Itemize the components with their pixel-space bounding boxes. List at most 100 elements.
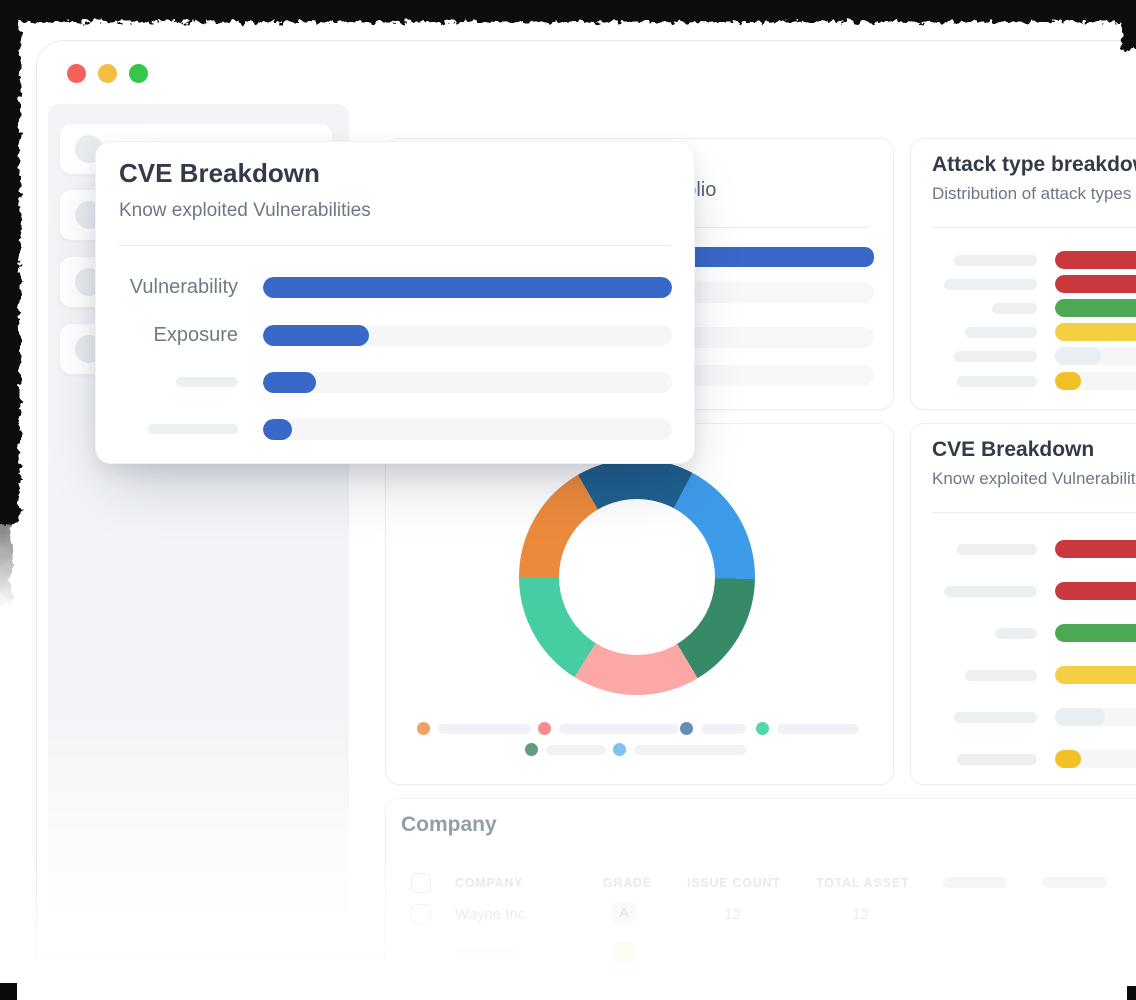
legend-label-placeholder [438, 724, 531, 734]
bar-row: Exposure [119, 325, 672, 346]
popover-subtitle: Know exploited Vulnerabilities [119, 200, 371, 221]
column-header-total-asset: TOTAL ASSET [816, 876, 910, 890]
bar-fill [1055, 275, 1136, 293]
bar-fill [1055, 666, 1136, 684]
legend-label-placeholder [777, 724, 859, 734]
bar-row [911, 323, 1136, 341]
legend-dot [756, 722, 769, 735]
bar-track [263, 419, 672, 440]
select-all-checkbox[interactable] [411, 873, 431, 893]
label-placeholder [944, 278, 1037, 290]
bar-fill [1055, 299, 1136, 317]
attack-type-breakdown-card: Attack type breakdown Distribution of at… [910, 138, 1136, 410]
divider [932, 227, 1136, 228]
label-placeholder [995, 627, 1037, 639]
bar-row [911, 540, 1136, 558]
label-placeholder [954, 350, 1037, 362]
bar-track [1055, 624, 1136, 642]
bar-row [119, 372, 672, 393]
bar-fill [1055, 372, 1081, 390]
cell-company: Wayne Inc. [455, 906, 530, 923]
legend-dot [680, 722, 693, 735]
bar-track [263, 372, 672, 393]
bar-row [911, 251, 1136, 269]
bar-fill [263, 325, 370, 346]
grade-badge: A [612, 902, 636, 924]
bar-track [1055, 299, 1136, 317]
label-placeholder [954, 711, 1037, 723]
bar-fill [1055, 347, 1101, 365]
bar-track [1055, 582, 1136, 600]
bar-fill [263, 419, 292, 440]
column-header-placeholder [1042, 877, 1107, 888]
divider [119, 245, 671, 246]
label-placeholder [992, 302, 1037, 314]
bar-fill [1055, 251, 1136, 269]
titlebar [37, 41, 1136, 104]
bar-track [1055, 372, 1136, 390]
bar-row [911, 624, 1136, 642]
bar-row [911, 372, 1136, 390]
label-placeholder [954, 254, 1037, 266]
bar-fill [1055, 323, 1136, 341]
donut-chart [519, 459, 755, 695]
card-subtitle: Know exploited Vulnerabilities [932, 469, 1136, 488]
bar-row [911, 666, 1136, 684]
section-title: Company [401, 813, 497, 836]
bar-row [911, 750, 1136, 768]
bar-track [1055, 251, 1136, 269]
label-placeholder [957, 375, 1037, 387]
bar-fill [263, 372, 317, 393]
bar-track [1055, 708, 1136, 726]
legend-dot [538, 722, 551, 735]
label-placeholder [965, 326, 1037, 338]
legend-label-placeholder [559, 724, 679, 734]
bar-row: Vulnerability [119, 277, 672, 298]
legend-dot [613, 743, 626, 756]
legend-label-placeholder [701, 724, 746, 734]
bar-track [1055, 666, 1136, 684]
legend-label-placeholder [634, 745, 746, 755]
card-title: Attack type breakdown [932, 153, 1136, 176]
card-subtitle: Distribution of attack types [932, 184, 1132, 203]
donut-chart-card [385, 423, 894, 785]
legend-dot [525, 743, 538, 756]
bar-fill [1055, 708, 1105, 726]
card-title: CVE Breakdown [932, 438, 1095, 461]
bar-row [911, 582, 1136, 600]
bar-track [263, 325, 672, 346]
cve-breakdown-card: CVE Breakdown Know exploited Vulnerabili… [910, 423, 1136, 785]
bar-label-placeholder [148, 424, 238, 434]
traffic-light-minimize[interactable] [98, 64, 117, 83]
row-checkbox[interactable] [411, 904, 431, 924]
company-table-card: Company COMPANY GRADE ISSUE COUNT TOTAL … [385, 798, 1136, 1000]
bar-fill [263, 277, 672, 298]
column-header-company: COMPANY [455, 876, 524, 890]
bar-track [1055, 750, 1136, 768]
bar-fill [1055, 750, 1081, 768]
traffic-light-maximize[interactable] [129, 64, 148, 83]
bar-fill [1055, 582, 1136, 600]
legend-dot [417, 722, 430, 735]
bar-row [119, 419, 672, 440]
divider [932, 512, 1136, 513]
column-header-grade: GRADE [603, 876, 652, 890]
bar-label-placeholder [176, 377, 238, 387]
bar-label: Vulnerability [129, 276, 238, 298]
bar-row [911, 275, 1136, 293]
traffic-light-close[interactable] [67, 64, 86, 83]
bar-label: Exposure [153, 324, 239, 346]
cell-total-asset: 12 [852, 906, 869, 923]
bar-fill [1055, 624, 1136, 642]
column-header-issue-count: ISSUE COUNT [687, 876, 781, 890]
bar-fill [1055, 540, 1136, 558]
label-placeholder [965, 669, 1037, 681]
grade-badge-placeholder [612, 942, 636, 964]
label-placeholder [957, 753, 1037, 765]
label-placeholder [944, 585, 1037, 597]
bar-track [1055, 323, 1136, 341]
label-placeholder [957, 543, 1037, 555]
bar-track [1055, 347, 1136, 365]
popover-title: CVE Breakdown [119, 158, 320, 188]
